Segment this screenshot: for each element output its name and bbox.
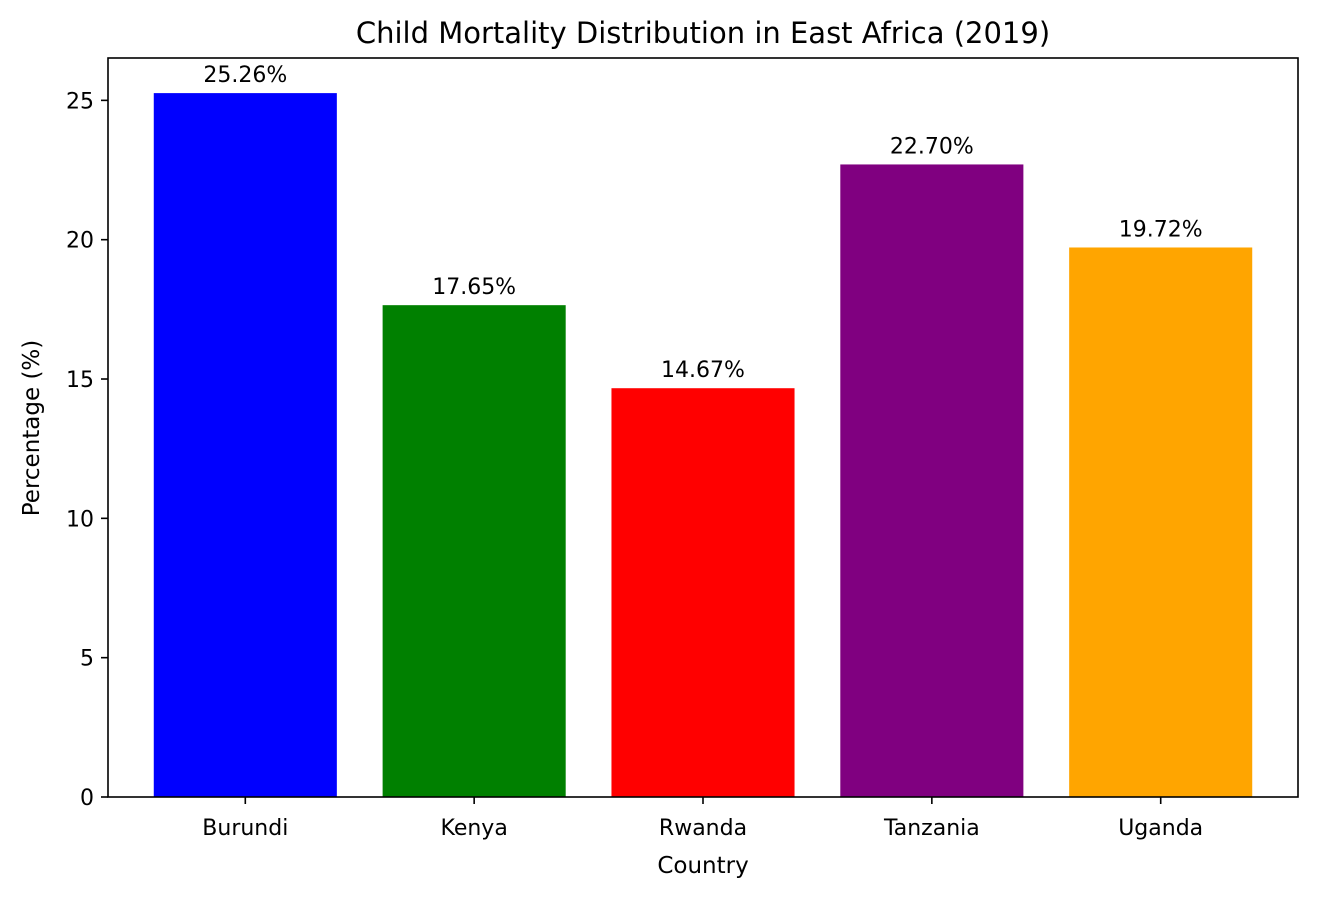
x-axis-label: Country <box>657 853 748 879</box>
x-tick-label: Rwanda <box>659 816 747 841</box>
y-tick-label: 5 <box>80 647 94 672</box>
chart-title: Child Mortality Distribution in East Afr… <box>356 16 1050 50</box>
x-tick-label: Tanzania <box>883 816 980 841</box>
x-tick-label: Burundi <box>202 816 288 841</box>
x-axis-ticks: Burundi Kenya Rwanda Tanzania Uganda <box>202 797 1203 841</box>
bar-tanzania <box>840 164 1024 797</box>
x-tick-label: Kenya <box>440 816 507 841</box>
bar-uganda <box>1069 247 1253 797</box>
bars-group <box>153 93 1253 798</box>
y-tick-label: 20 <box>66 229 94 254</box>
bar-rwanda <box>611 388 795 797</box>
data-label-kenya: 17.65% <box>432 275 516 300</box>
y-axis-label: Percentage (%) <box>19 340 45 517</box>
y-tick-label: 0 <box>80 786 94 811</box>
bar-kenya <box>382 305 566 797</box>
data-label-tanzania: 22.70% <box>890 134 974 159</box>
data-labels-group: 25.26% 17.65% 14.67% 22.70% 19.72% <box>203 63 1202 383</box>
y-tick-label: 10 <box>66 507 94 532</box>
data-label-uganda: 19.72% <box>1119 217 1203 242</box>
x-tick-label: Uganda <box>1118 816 1203 841</box>
data-label-rwanda: 14.67% <box>661 358 745 383</box>
y-axis-ticks: 0 5 10 15 20 25 <box>66 89 108 811</box>
y-tick-label: 25 <box>66 89 94 114</box>
bar-burundi <box>153 93 337 798</box>
y-tick-label: 15 <box>66 368 94 393</box>
data-label-burundi: 25.26% <box>203 63 287 88</box>
